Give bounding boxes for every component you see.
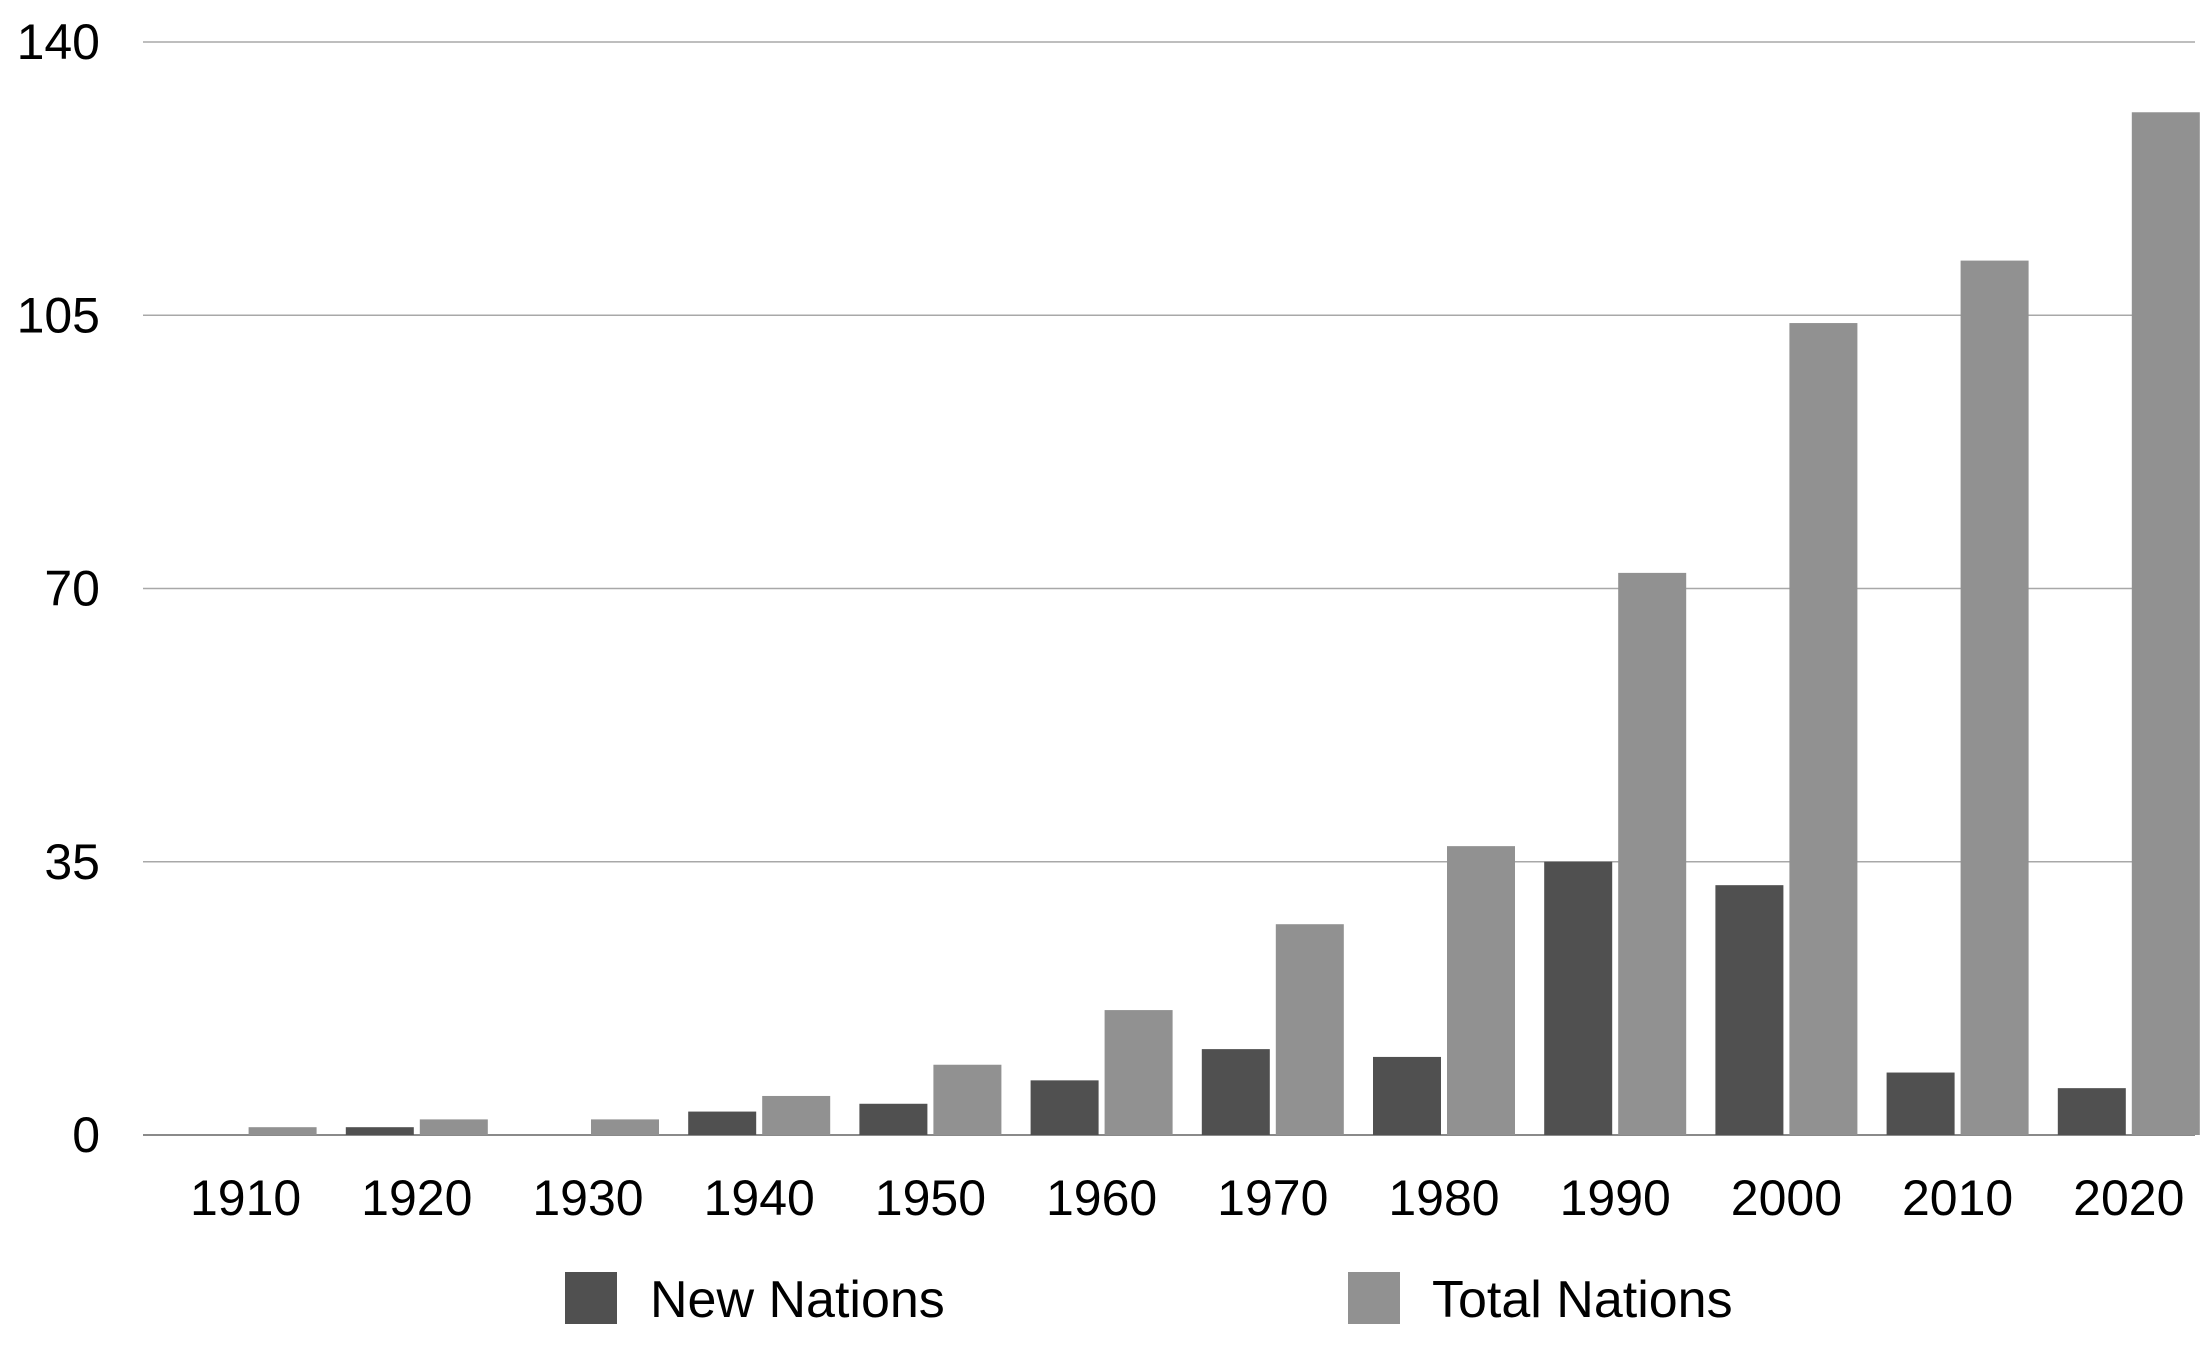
bars xyxy=(248,112,2200,1136)
bar-new-nations xyxy=(1201,1049,1270,1135)
bar-total-nations xyxy=(591,1119,659,1135)
x-tick-label: 1940 xyxy=(704,1170,815,1226)
bar-new-nations xyxy=(1030,1080,1099,1135)
legend: New Nations Total Nations xyxy=(565,1271,1733,1329)
x-tick-label: 1980 xyxy=(1388,1170,1499,1226)
bar-new-nations xyxy=(859,1103,928,1135)
x-tick-label: 1950 xyxy=(875,1170,986,1226)
legend-swatch-total-nations xyxy=(1348,1272,1400,1324)
bar-new-nations xyxy=(1715,885,1784,1135)
bar-new-nations xyxy=(345,1127,414,1135)
y-tick-label: 105 xyxy=(17,287,100,343)
x-tick-label: 1920 xyxy=(361,1170,472,1226)
bar-total-nations xyxy=(1447,846,1515,1135)
y-tick-label: 70 xyxy=(44,561,100,617)
gridlines xyxy=(143,41,2195,1136)
bar-total-nations xyxy=(1104,1010,1173,1135)
x-tick-label: 2010 xyxy=(1902,1170,2013,1226)
x-tick-label: 2020 xyxy=(2073,1170,2184,1226)
bar-new-nations xyxy=(1373,1056,1441,1135)
x-tick-label: 1930 xyxy=(532,1170,643,1226)
bar-total-nations xyxy=(1275,924,1344,1135)
bar-new-nations xyxy=(1544,861,1613,1135)
bar-total-nations xyxy=(762,1095,831,1135)
x-tick-label: 2000 xyxy=(1731,1170,1842,1226)
x-tick-label: 1970 xyxy=(1217,1170,1328,1226)
bar-total-nations xyxy=(1960,260,2029,1136)
bar-total-nations xyxy=(2131,112,2200,1135)
bar-total-nations xyxy=(1789,323,1858,1135)
legend-label-total-nations: Total Nations xyxy=(1432,1271,1733,1329)
x-tick-label: 1960 xyxy=(1046,1170,1157,1226)
y-tick-label: 140 xyxy=(17,14,100,70)
bar-new-nations xyxy=(688,1111,757,1135)
y-tick-label: 35 xyxy=(44,834,100,890)
bar-total-nations xyxy=(248,1127,317,1135)
y-axis-tick-labels: 0 35 70 105 140 xyxy=(17,14,100,1163)
bar-new-nations xyxy=(2057,1088,2126,1135)
bar-new-nations xyxy=(1886,1072,1955,1135)
bar-total-nations xyxy=(419,1119,488,1135)
legend-swatch-new-nations xyxy=(565,1272,617,1324)
y-tick-label: 0 xyxy=(72,1107,100,1163)
bar-total-nations xyxy=(933,1064,1002,1135)
x-axis-tick-labels: 1910 1920 1930 1940 1950 1960 1970 1980 1990 2000… xyxy=(190,1170,2184,1226)
x-tick-label: 1990 xyxy=(1560,1170,1671,1226)
bar-total-nations xyxy=(1618,572,1687,1135)
x-tick-label: 1910 xyxy=(190,1170,301,1226)
legend-label-new-nations: New Nations xyxy=(650,1271,945,1329)
